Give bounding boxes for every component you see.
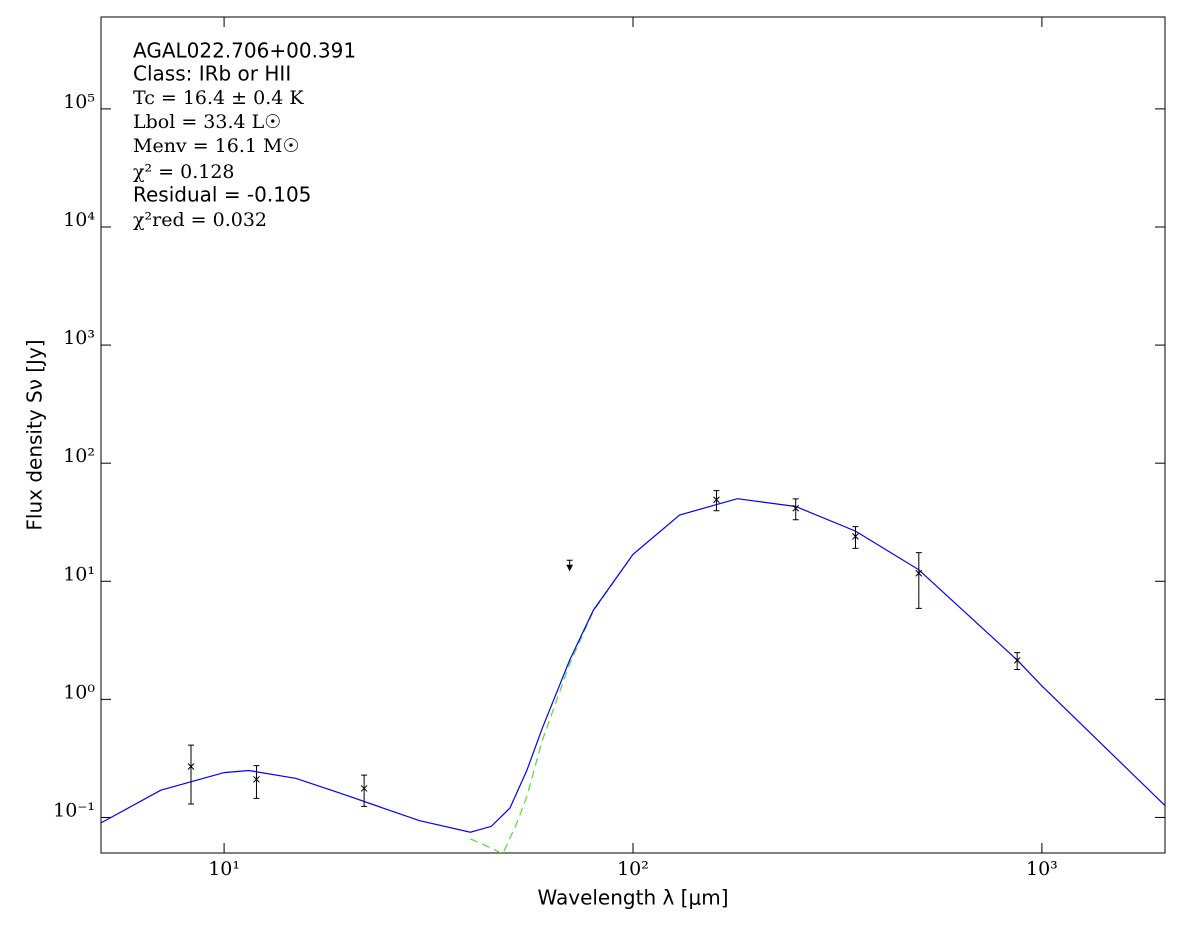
data-point bbox=[1013, 656, 1021, 664]
error-bar bbox=[915, 552, 922, 609]
error-bar bbox=[188, 744, 195, 805]
error-bar bbox=[792, 498, 799, 521]
y-tick-label: 10¹ bbox=[63, 563, 95, 585]
annotation: Class: IRb or HII bbox=[133, 62, 291, 86]
upper-limit bbox=[566, 559, 573, 572]
error-bar bbox=[253, 765, 260, 799]
x-tick-label: 10² bbox=[617, 858, 649, 880]
data-point bbox=[852, 533, 859, 540]
y-tick-label: 10⁻¹ bbox=[53, 799, 95, 821]
data-point bbox=[253, 776, 260, 783]
data-point bbox=[187, 763, 195, 770]
annotation: Tc = 16.4 ± 0.4 K bbox=[133, 87, 304, 109]
y-axis-label: Flux density Sν [Jy] bbox=[23, 339, 47, 530]
x-tick-label: 10¹ bbox=[208, 858, 240, 880]
model-curve bbox=[101, 498, 1165, 833]
y-tick-label: 10⁵ bbox=[63, 91, 95, 113]
data-point bbox=[360, 785, 368, 792]
x-tick-label: 10³ bbox=[1026, 858, 1058, 880]
y-tick-label: 10² bbox=[63, 445, 95, 467]
annotation: Menv = 16.1 M☉ bbox=[133, 135, 300, 157]
data-point bbox=[713, 496, 720, 504]
error-bar bbox=[361, 774, 368, 807]
x-axis-label: Wavelength λ [μm] bbox=[537, 886, 728, 910]
annotation: AGAL022.706+00.391 bbox=[133, 39, 356, 63]
error-bar bbox=[852, 526, 859, 549]
y-tick-label: 10⁰ bbox=[63, 681, 95, 703]
data-point bbox=[915, 569, 923, 577]
y-tick-label: 10⁴ bbox=[63, 209, 95, 231]
annotation: χ² = 0.128 bbox=[133, 161, 235, 183]
data-point bbox=[792, 504, 800, 512]
component-curve bbox=[470, 554, 634, 853]
annotation: χ²red = 0.032 bbox=[133, 209, 267, 231]
y-tick-label: 10³ bbox=[63, 327, 95, 349]
annotation: Lbol = 33.4 L☉ bbox=[133, 111, 281, 133]
annotation: Residual = -0.105 bbox=[133, 183, 311, 207]
error-bar bbox=[713, 490, 720, 512]
